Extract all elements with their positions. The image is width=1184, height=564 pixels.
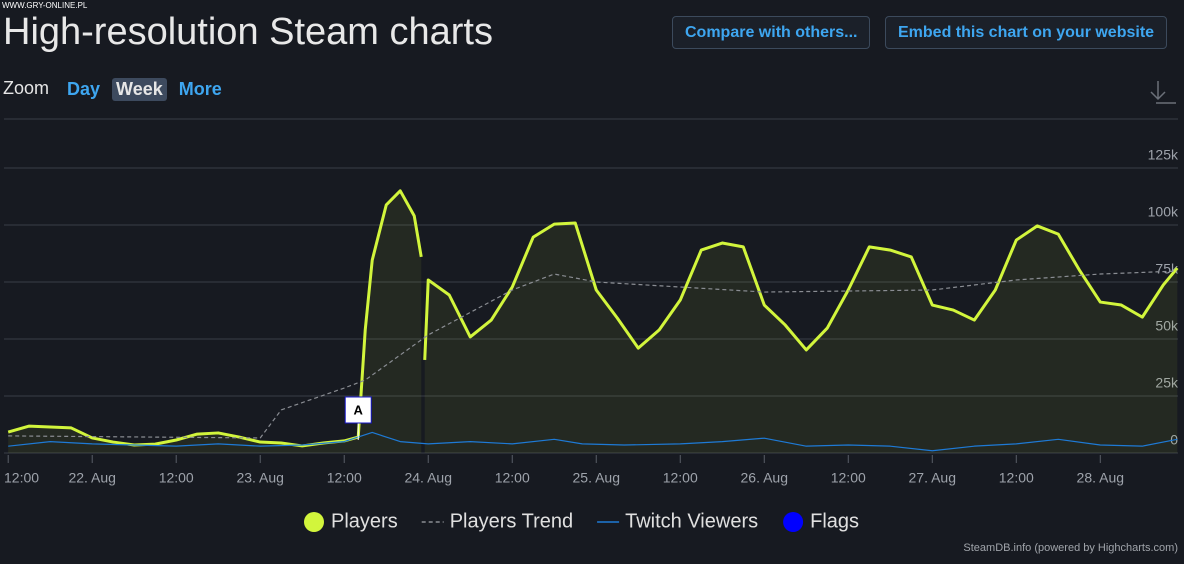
legend-label: Players Trend [450, 510, 573, 532]
y-tick-label: 25k [1155, 375, 1179, 391]
flag-label: A [354, 402, 364, 417]
legend-item: Players [304, 510, 398, 532]
legend-item: Flags [783, 510, 859, 532]
x-tick-label: 27. Aug [909, 470, 957, 486]
legend-label: Twitch Viewers [625, 510, 758, 532]
y-tick-label: 0 [1170, 432, 1178, 448]
series-line [8, 431, 1178, 452]
area [8, 190, 1178, 453]
flag [344, 396, 372, 424]
x-tick-label: 12:00 [831, 470, 866, 486]
x-tick-label: 12:00 [663, 470, 698, 486]
y-tick-label: 50k [1155, 318, 1179, 334]
legend-item: Players Trend [421, 510, 573, 532]
legend-label: Flags [810, 510, 859, 532]
x-tick-label: 23. Aug [236, 470, 284, 486]
y-tick-label: 125k [1148, 147, 1179, 163]
zoom-option[interactable]: Week [112, 78, 167, 101]
legend-symbol [304, 512, 324, 532]
heading: High-resolution Steam charts [3, 11, 493, 53]
x-tick-label: 12:00 [159, 470, 194, 486]
series-line [8, 270, 1178, 439]
watermark: WWW.GRY-ONLINE.PL [2, 1, 88, 10]
x-tick-label: 12:00 [999, 470, 1034, 486]
x-tick-label: 12:00 [327, 470, 362, 486]
x-tick-label: 22. Aug [68, 470, 116, 486]
legend-item: Twitch Viewers [597, 510, 758, 532]
x-tick-label: 24. Aug [404, 470, 452, 486]
zoom-option[interactable]: More [178, 79, 222, 99]
x-tick-label: 28. Aug [1077, 470, 1125, 486]
download-icon [1150, 81, 1176, 104]
series-line [7, 189, 1179, 448]
x-tick-label: 26. Aug [741, 470, 789, 486]
y-tick-label: 100k [1148, 204, 1179, 220]
zoom-bar: Zoom Day Week More [3, 78, 226, 101]
credit: SteamDB.info (powered by Highcharts.com) [963, 542, 1178, 554]
x-tick-label: 12:00 [495, 470, 530, 486]
zoom-label: Zoom [3, 78, 50, 98]
zoom-option[interactable]: Day [67, 79, 101, 99]
legend-symbol [783, 512, 804, 532]
legend-label: Players [331, 510, 398, 532]
embed-button[interactable]: Embed this chart on your website [885, 16, 1168, 49]
y-tick-label: 75k [1155, 261, 1179, 277]
x-tick-label: 25. Aug [573, 470, 621, 486]
compare-button[interactable]: Compare with others... [672, 16, 871, 49]
x-tick-label: 12:00 [4, 470, 39, 486]
